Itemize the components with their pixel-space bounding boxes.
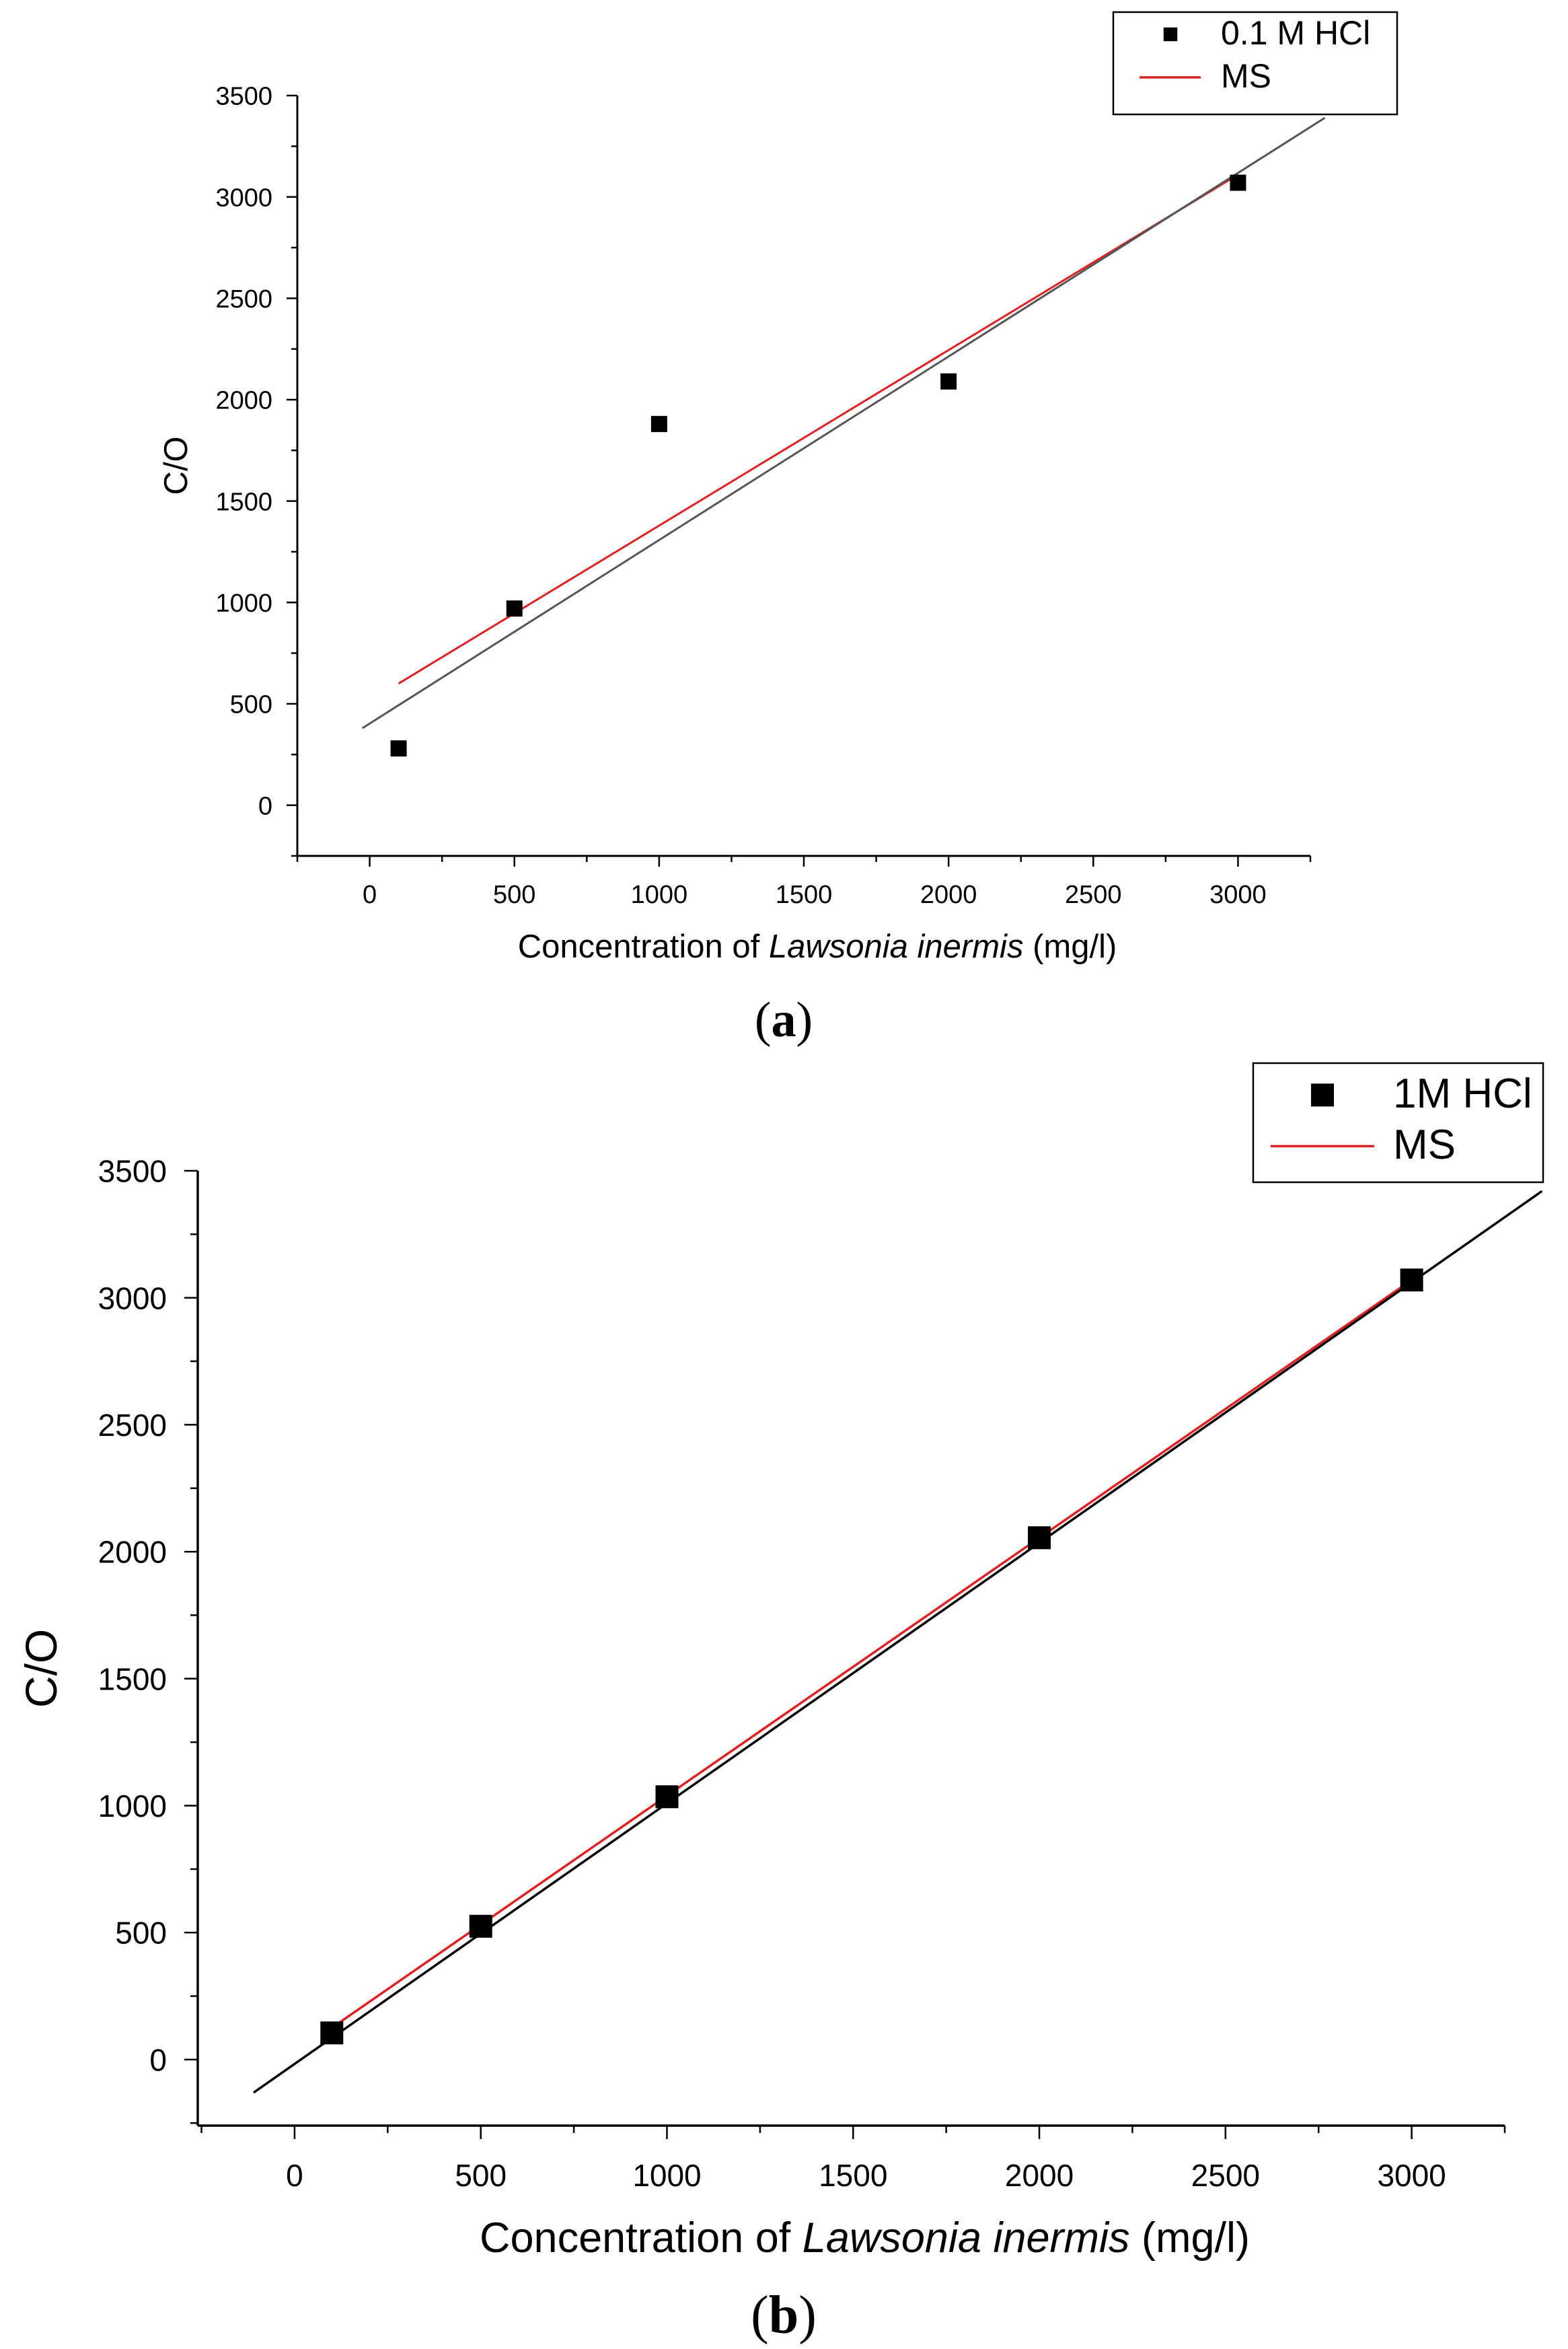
- fit-line: [253, 1190, 1543, 2094]
- data-point: [940, 373, 957, 390]
- y-tick-label: 1000: [98, 1788, 167, 1823]
- y-axis-title: C/O: [16, 1629, 66, 1708]
- data-point: [1400, 1268, 1423, 1292]
- y-tick-label: 2000: [98, 1535, 167, 1570]
- y-tick-label: 500: [115, 1916, 167, 1951]
- y-tick-label: 2000: [215, 387, 272, 415]
- legend-label: 0.1 M HCl: [1221, 14, 1370, 52]
- legend-label: MS: [1393, 1122, 1456, 1168]
- legend-label: 1M HCl: [1393, 1071, 1532, 1117]
- x-axis-title: Concentration of Lawsonia inermis (mg/l): [518, 929, 1117, 965]
- x-axis-title-unit: (mg/l): [1023, 929, 1117, 965]
- data-point: [1230, 174, 1246, 191]
- legend-label: MS: [1221, 57, 1271, 95]
- x-tick-label: 2000: [1005, 2158, 1074, 2193]
- legend-marker-square: [1163, 27, 1178, 42]
- y-tick-label: 3500: [215, 83, 272, 111]
- chart-panel-b: 0 500 1000 1500 2000 2500 3000 0 500 1000 1500 2000…: [16, 1062, 1544, 2345]
- data-point: [320, 2021, 344, 2045]
- x-axis-title-prefix: Concentration of: [480, 2214, 802, 2262]
- chart-panel-a: 0 500 1000 1500 2000 2500 3000 0 500 1000 1500 2000…: [158, 11, 1398, 1048]
- data-point: [655, 1785, 679, 1809]
- panel-caption-open: (: [755, 992, 772, 1048]
- x-tick-label: 0: [286, 2158, 303, 2193]
- y-tick-label: 0: [258, 792, 272, 820]
- legend-box: [1252, 1062, 1544, 1184]
- data-point: [650, 416, 667, 433]
- x-tick-label: 0: [363, 881, 377, 909]
- x-axis-title-species: Lawsonia inermis: [802, 2214, 1130, 2262]
- y-tick-label: 3000: [215, 184, 272, 212]
- panel-caption-letter: a: [772, 992, 796, 1048]
- ms-line: [398, 174, 1239, 685]
- data-point: [390, 740, 407, 757]
- panel-caption: (a): [755, 992, 813, 1048]
- y-tick-label: 1500: [98, 1661, 167, 1696]
- y-tick-label: 1000: [215, 589, 272, 618]
- y-tick-label: 2500: [215, 285, 272, 314]
- y-tick-label: 0: [149, 2042, 167, 2077]
- y-tick-label: 2500: [98, 1408, 167, 1443]
- data-point: [1028, 1526, 1051, 1550]
- x-tick-label: 3000: [1209, 881, 1267, 909]
- legend-marker-square: [1311, 1083, 1334, 1107]
- x-tick-label: 1500: [776, 881, 833, 909]
- ms-line: [331, 1278, 1413, 2029]
- x-tick-label: 1500: [819, 2158, 887, 2193]
- x-axis-title-species: Lawsonia inermis: [769, 929, 1024, 965]
- panel-caption-close: ): [798, 2286, 817, 2345]
- x-tick-label: 2500: [1191, 2158, 1260, 2193]
- data-point: [469, 1914, 492, 1938]
- legend-box: [1112, 11, 1398, 116]
- x-tick-label: 1000: [632, 2158, 701, 2193]
- panel-caption-close: ): [796, 992, 813, 1048]
- x-axis-title: Concentration of Lawsonia inermis (mg/l): [480, 2214, 1250, 2262]
- y-axis-title: C/O: [158, 436, 194, 495]
- x-tick-label: 500: [493, 881, 535, 909]
- x-tick-label: 2500: [1065, 881, 1122, 909]
- panel-caption-open: (: [751, 2286, 769, 2345]
- fit-line: [362, 116, 1326, 729]
- x-axis-title-unit: (mg/l): [1130, 2214, 1250, 2262]
- x-tick-label: 2000: [920, 881, 977, 909]
- x-axis-title-prefix: Concentration of: [518, 929, 769, 965]
- y-tick-label: 3500: [98, 1154, 167, 1189]
- x-tick-label: 3000: [1377, 2158, 1446, 2193]
- y-tick-label: 500: [230, 691, 272, 719]
- x-tick-label: 500: [455, 2158, 507, 2193]
- panel-caption: (b): [751, 2286, 817, 2345]
- y-tick-label: 3000: [98, 1280, 167, 1315]
- panel-caption-letter: b: [769, 2286, 799, 2345]
- data-point: [506, 600, 523, 617]
- x-tick-label: 1000: [631, 881, 688, 909]
- y-tick-label: 1500: [215, 488, 272, 516]
